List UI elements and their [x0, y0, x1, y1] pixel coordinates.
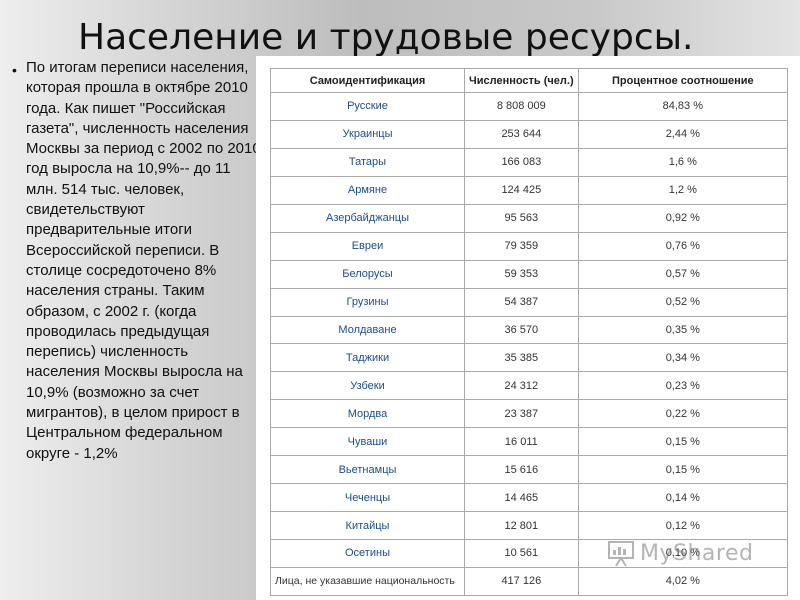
cell-nationality: Вьетнамцы [270, 455, 465, 485]
bullet-marker: • [12, 62, 17, 78]
cell-nationality: Грузины [270, 287, 465, 317]
cell-percent: 0,15 % [577, 427, 789, 457]
cell-count: 417 126 [464, 566, 579, 597]
cell-percent: 2,44 % [577, 119, 789, 149]
cell-nationality: Украинцы [270, 119, 465, 149]
cell-count: 14 465 [464, 483, 579, 513]
cell-percent: 0,22 % [577, 399, 789, 429]
header-percent: Процентное соотношение [577, 68, 789, 93]
cell-count: 59 353 [464, 259, 579, 289]
cell-nationality: Чуваши [270, 427, 465, 457]
table-header-row: Самоидентификация Численность (чел.) Про… [270, 68, 789, 93]
table-row: Лица, не указавшие национальность 417 126… [270, 566, 789, 597]
presentation-board-icon [608, 541, 634, 567]
table-row: Грузины 54 387 0,52 % [270, 287, 789, 317]
cell-nationality: Таджики [270, 343, 465, 373]
cell-percent: 0,57 % [577, 259, 789, 289]
table-body: Русские 8 808 009 84,83 % Украинцы 253 644 2,… [270, 92, 789, 597]
cell-percent: 0,34 % [577, 343, 789, 373]
table-row: Евреи 79 359 0,76 % [270, 231, 789, 261]
census-table: Самоидентификация Численность (чел.) Про… [270, 68, 789, 597]
cell-percent: 84,83 % [577, 92, 789, 121]
cell-percent: 1,6 % [577, 147, 789, 177]
watermark-text: MyShared [640, 540, 754, 566]
cell-count: 79 359 [464, 231, 579, 261]
cell-nationality: Узбеки [270, 371, 465, 401]
table-row: Узбеки 24 312 0,23 % [270, 371, 789, 401]
cell-nationality: Осетины [270, 539, 465, 568]
cell-count: 95 563 [464, 203, 579, 233]
cell-count: 12 801 [464, 511, 579, 540]
table-row: Белорусы 59 353 0,57 % [270, 259, 789, 289]
cell-count: 10 561 [464, 539, 579, 568]
cell-nationality: Русские [270, 92, 465, 121]
cell-count: 24 312 [464, 371, 579, 401]
cell-count: 54 387 [464, 287, 579, 317]
cell-percent: 0,52 % [577, 287, 789, 317]
table-row: Азербайджанцы 95 563 0,92 % [270, 203, 789, 233]
slide-title: Население и трудовые ресурсы. [78, 17, 694, 58]
cell-nationality: Китайцы [270, 511, 465, 540]
table-row: Чеченцы 14 465 0,14 % [270, 483, 789, 513]
cell-percent: 0,76 % [577, 231, 789, 261]
table-row: Таджики 35 385 0,34 % [270, 343, 789, 373]
cell-percent: 1,2 % [577, 175, 789, 205]
cell-nationality: Мордва [270, 399, 465, 429]
cell-nationality: Азербайджанцы [270, 203, 465, 233]
cell-count: 124 425 [464, 175, 579, 205]
table-row: Украинцы 253 644 2,44 % [270, 119, 789, 149]
table-row: Вьетнамцы 15 616 0,15 % [270, 455, 789, 485]
cell-count: 35 385 [464, 343, 579, 373]
cell-nationality: Татары [270, 147, 465, 177]
cell-nationality: Лица, не указавшие национальность [270, 566, 465, 597]
header-count: Численность (чел.) [464, 68, 579, 93]
cell-percent: 0,12 % [577, 511, 789, 540]
cell-count: 16 011 [464, 427, 579, 457]
cell-count: 253 644 [464, 119, 579, 149]
table-row: Мордва 23 387 0,22 % [270, 399, 789, 429]
cell-count: 23 387 [464, 399, 579, 429]
cell-nationality: Чеченцы [270, 483, 465, 513]
table-row: Чуваши 16 011 0,15 % [270, 427, 789, 457]
watermark: MyShared [606, 536, 776, 570]
census-table-panel: Самоидентификация Численность (чел.) Про… [256, 56, 800, 600]
cell-nationality: Белорусы [270, 259, 465, 289]
cell-count: 15 616 [464, 455, 579, 485]
cell-count: 166 083 [464, 147, 579, 177]
cell-percent: 0,35 % [577, 315, 789, 345]
table-row: Молдаване 36 570 0,35 % [270, 315, 789, 345]
cell-nationality: Армяне [270, 175, 465, 205]
header-self-identification: Самоидентификация [270, 68, 465, 93]
cell-count: 8 808 009 [464, 92, 579, 121]
cell-nationality: Евреи [270, 231, 465, 261]
cell-nationality: Молдаване [270, 315, 465, 345]
cell-percent: 0,10 % [577, 539, 789, 568]
table-row: Армяне 124 425 1,2 % [270, 175, 789, 205]
table-row: Китайцы 12 801 0,12 % [270, 511, 789, 540]
cell-percent: 0,15 % [577, 455, 789, 485]
cell-percent: 0,23 % [577, 371, 789, 401]
table-row: Русские 8 808 009 84,83 % [270, 92, 789, 121]
bullet-text: По итогам переписи населения, которая пр… [26, 59, 261, 462]
cell-count: 36 570 [464, 315, 579, 345]
cell-percent: 0,92 % [577, 203, 789, 233]
cell-percent: 0,14 % [577, 483, 789, 513]
cell-percent: 4,02 % [577, 566, 789, 597]
table-row: Татары 166 083 1,6 % [270, 147, 789, 177]
